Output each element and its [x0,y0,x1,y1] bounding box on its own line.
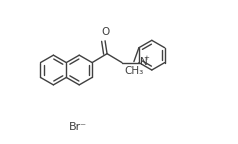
Text: +: + [143,55,149,61]
Text: Br⁻: Br⁻ [69,122,87,132]
Text: O: O [101,27,109,37]
Text: N: N [140,57,148,67]
Text: CH₃: CH₃ [124,66,144,76]
